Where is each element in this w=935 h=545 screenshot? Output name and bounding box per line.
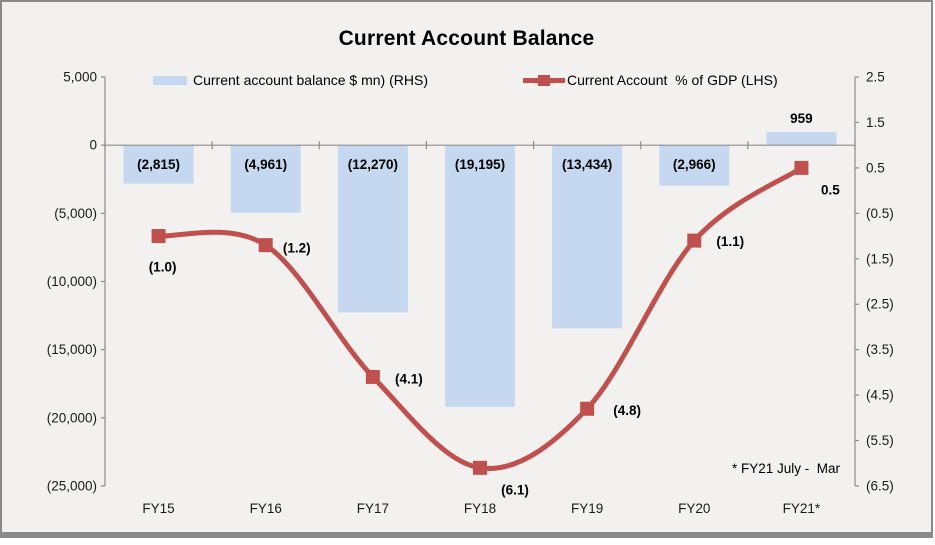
- line-marker-FY17: [365, 369, 380, 384]
- legend-item-bar: Current account balance $ mn) (RHS): [153, 72, 428, 88]
- line-value-label: 0.5: [821, 182, 840, 197]
- left-axis-tick-label: (5,000): [54, 206, 97, 221]
- bar-FY15: [123, 145, 194, 184]
- line-marker-FY21*: [794, 160, 809, 175]
- right-axis-tick-label: 2.5: [866, 70, 885, 85]
- bar-FY20: [659, 145, 730, 186]
- left-axis-tick-label: (25,000): [47, 479, 97, 494]
- legend-item-line: Current Account % of GDP (LHS): [523, 72, 778, 88]
- right-axis-tick-label: (2.5): [866, 297, 894, 312]
- category-label-FY17: FY17: [357, 501, 389, 516]
- bar-FY17: [337, 145, 408, 313]
- chart-title: Current Account Balance: [338, 27, 595, 50]
- line-marker-FY18: [473, 460, 487, 475]
- footnote-annotation: * FY21 July - Mar: [731, 461, 840, 476]
- line-marker-FY15: [151, 229, 166, 244]
- right-axis-tick-label: (0.5): [866, 206, 894, 221]
- legend-bar-label: Current account balance $ mn) (RHS): [193, 72, 428, 88]
- category-label-FY20: FY20: [678, 501, 710, 516]
- category-label-FY15: FY15: [142, 501, 174, 516]
- bar-FY21*: [766, 132, 837, 146]
- bar-legend-swatch-icon: [153, 75, 187, 85]
- right-axis-tick-label: (1.5): [866, 251, 894, 266]
- line-marker-FY20: [687, 233, 702, 248]
- line-value-label: (1.2): [283, 241, 311, 256]
- line-legend-marker-icon: [523, 74, 565, 87]
- bar-value-label: (4,961): [244, 157, 287, 172]
- category-label-FY16: FY16: [250, 501, 282, 516]
- right-axis-tick-label: (6.5): [866, 479, 894, 494]
- left-axis-tick-label: 0: [89, 138, 97, 153]
- line-value-label: (1.1): [716, 234, 744, 249]
- category-label-FY18: FY18: [464, 501, 496, 516]
- category-label-FY21*: FY21*: [783, 501, 821, 516]
- bar-value-label: (12,270): [348, 157, 398, 172]
- right-axis-tick-label: (4.5): [866, 388, 894, 403]
- bar-FY19: [552, 145, 623, 329]
- right-axis-tick-label: 0.5: [866, 160, 885, 175]
- bar-value-label: (19,195): [455, 157, 505, 172]
- line-marker-FY19: [580, 401, 595, 416]
- bar-value-label: (2,966): [673, 157, 716, 172]
- line-value-label: (4.8): [613, 403, 641, 418]
- right-axis-tick-label: (3.5): [866, 342, 894, 357]
- chart-plot-area: 5,000 0 (5,000) (10,000) (15,000) (20,000) (25…: [47, 70, 894, 517]
- line-marker-FY16: [258, 238, 273, 253]
- line-value-label: (4.1): [395, 371, 423, 386]
- bar-FY18: [445, 145, 515, 407]
- category-label-FY19: FY19: [571, 501, 603, 516]
- bar-value-label: (2,815): [137, 157, 180, 172]
- left-axis-tick-label: 5,000: [63, 70, 97, 85]
- line-value-label: (6.1): [501, 482, 529, 497]
- line-value-label: (1.0): [149, 260, 177, 275]
- bar-value-label: (13,434): [562, 157, 612, 172]
- legend-line-label: Current Account % of GDP (LHS): [567, 72, 778, 88]
- right-axis-tick-label: 1.5: [866, 115, 885, 130]
- left-axis-tick-label: (15,000): [47, 342, 97, 357]
- right-axis-tick-label: (5.5): [866, 433, 894, 448]
- bar-value-label: 959: [790, 111, 813, 126]
- left-axis-tick-label: (10,000): [47, 274, 97, 289]
- bar-FY16: [230, 145, 301, 213]
- left-axis-tick-label: (20,000): [47, 410, 97, 425]
